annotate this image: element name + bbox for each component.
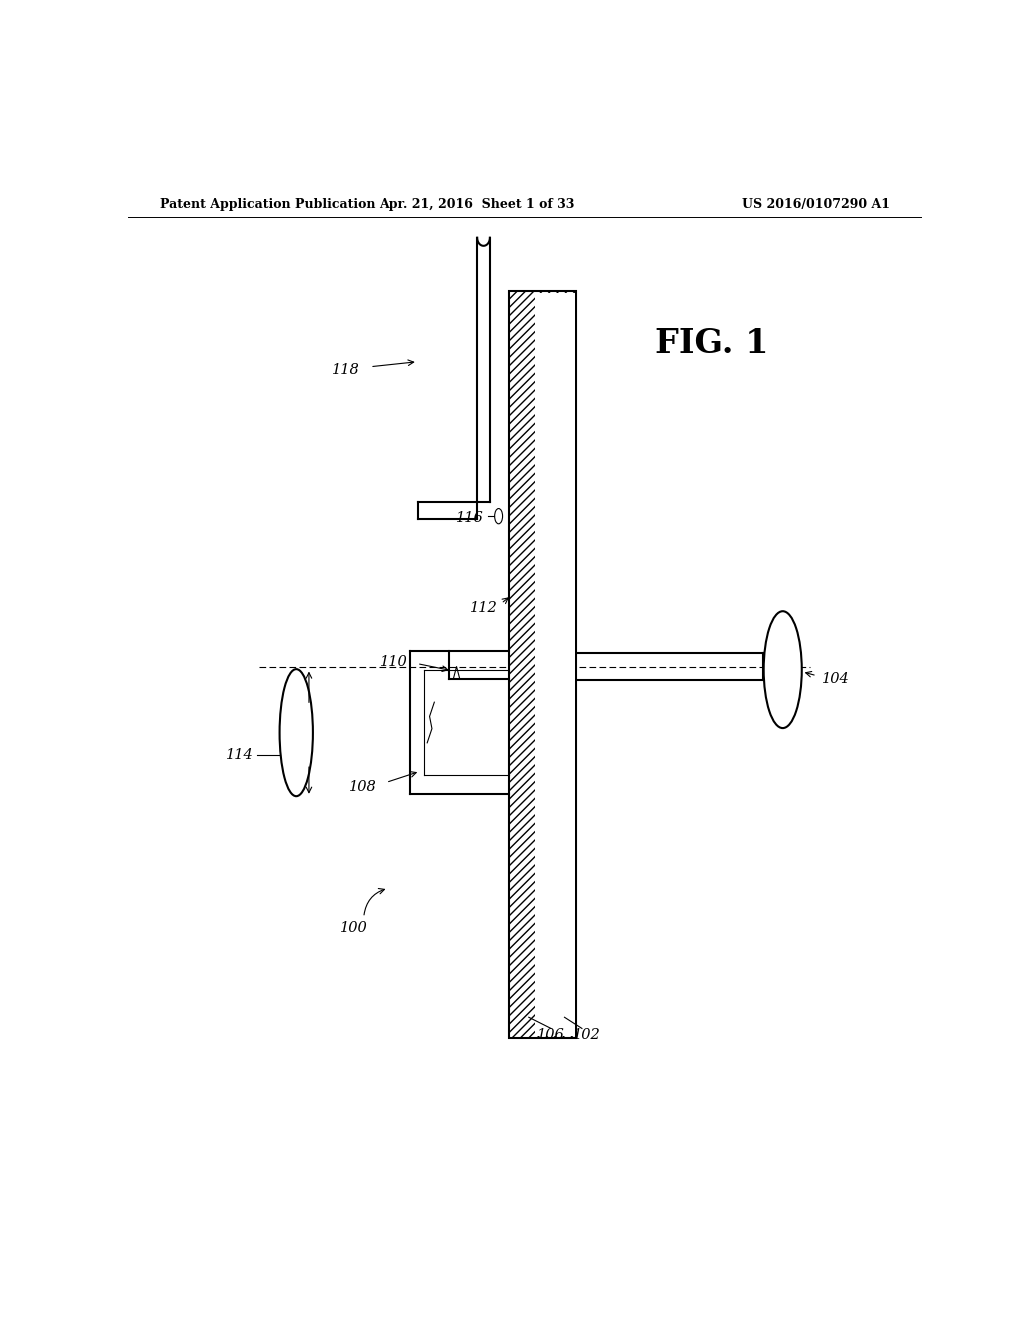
Text: 100: 100 bbox=[340, 921, 368, 935]
Bar bbox=[509, 290, 577, 1038]
Text: 114: 114 bbox=[225, 748, 253, 762]
Text: 110: 110 bbox=[380, 655, 408, 668]
Text: 116: 116 bbox=[456, 511, 483, 525]
Ellipse shape bbox=[495, 508, 503, 524]
Ellipse shape bbox=[764, 611, 802, 729]
Text: 102: 102 bbox=[572, 1027, 600, 1041]
Text: 106: 106 bbox=[538, 1027, 565, 1041]
Ellipse shape bbox=[280, 669, 313, 796]
Bar bbox=[535, 293, 574, 1036]
Text: US 2016/0107290 A1: US 2016/0107290 A1 bbox=[741, 198, 890, 211]
Text: 104: 104 bbox=[822, 672, 850, 686]
Text: 108: 108 bbox=[348, 780, 377, 793]
Text: Apr. 21, 2016  Sheet 1 of 33: Apr. 21, 2016 Sheet 1 of 33 bbox=[380, 198, 574, 211]
Bar bbox=[509, 290, 577, 1038]
Text: FIG. 1: FIG. 1 bbox=[654, 327, 768, 360]
Text: 112: 112 bbox=[470, 601, 498, 615]
Text: 118: 118 bbox=[332, 363, 359, 376]
Text: Patent Application Publication: Patent Application Publication bbox=[160, 198, 375, 211]
